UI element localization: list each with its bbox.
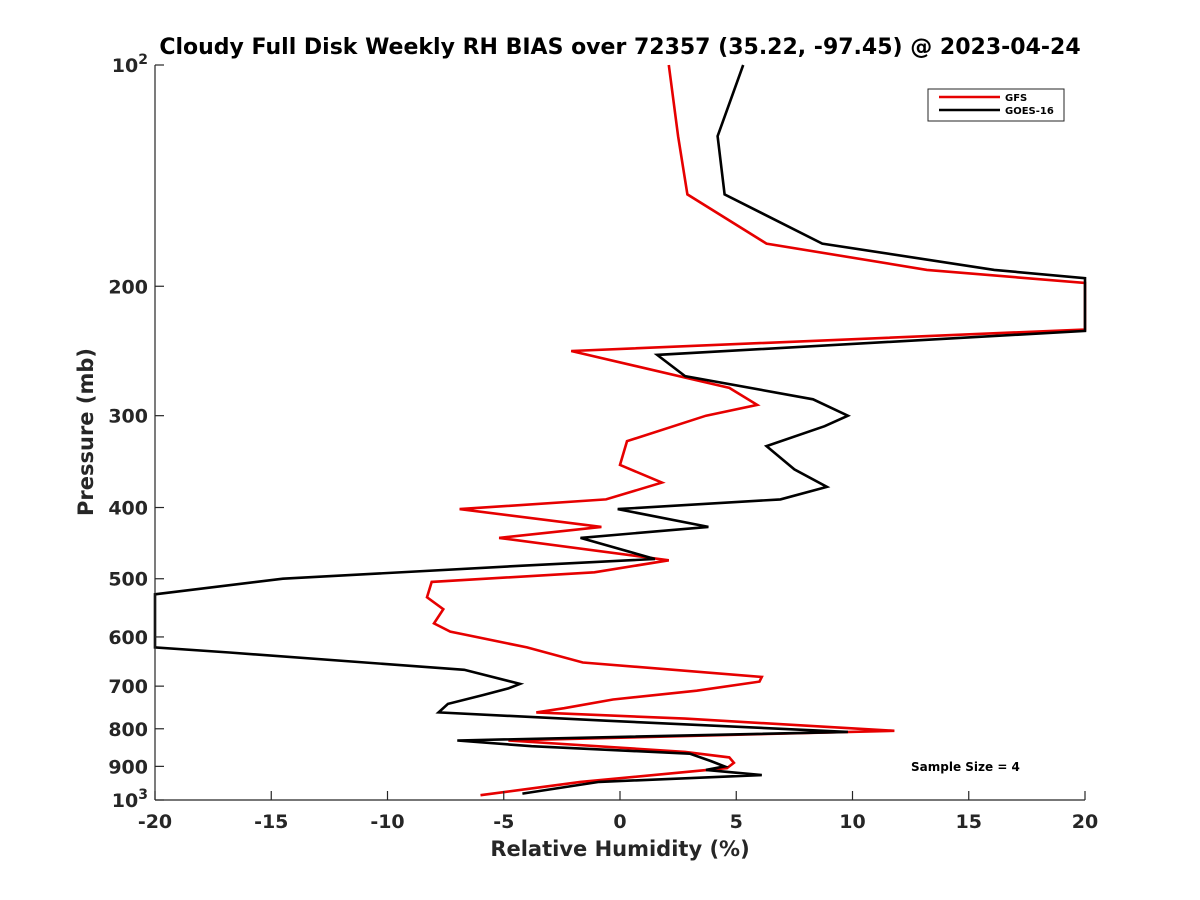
x-tick-label: -20: [138, 811, 172, 833]
y-tick-label: 900: [108, 756, 148, 778]
y-tick-label: 102: [112, 52, 148, 77]
x-tick-label: 10: [839, 811, 865, 833]
y-tick-label: 500: [108, 569, 148, 591]
series-layer: [153, 64, 1087, 797]
y-tick-label: 300: [108, 406, 148, 428]
legend-label-gfs: GFS: [1005, 93, 1027, 104]
y-tick-label: 600: [108, 627, 148, 649]
x-tick-label: -10: [370, 811, 404, 833]
sample-size-annotation: Sample Size = 4: [911, 760, 1020, 774]
chart-title: Cloudy Full Disk Weekly RH BIAS over 723…: [159, 35, 1080, 60]
legend: GFS GOES-16: [927, 88, 1065, 122]
y-axis-ticks: 102 200 300 400 500 600 700 800 900 103: [108, 52, 164, 812]
x-tick-label: 0: [613, 811, 626, 833]
x-axis-label: Relative Humidity (%): [490, 837, 749, 861]
x-tick-label: 20: [1072, 811, 1098, 833]
x-axis-ticks: -20 -15 -10 -5 0 5 10 15 20: [138, 791, 1098, 833]
y-tick-label: 700: [108, 676, 148, 698]
y-tick-label: 800: [108, 719, 148, 741]
legend-box: [927, 88, 1065, 122]
x-tick-label: 15: [956, 811, 982, 833]
y-tick-label: 400: [108, 498, 148, 520]
series-line-goes16: [153, 64, 1087, 795]
legend-label-goes16: GOES-16: [1005, 106, 1054, 117]
y-tick-label: 200: [108, 276, 148, 298]
x-tick-label: -15: [254, 811, 288, 833]
x-tick-label: 5: [730, 811, 743, 833]
x-tick-label: -5: [493, 811, 514, 833]
y-axis-label: Pressure (mb): [74, 348, 98, 516]
y-tick-label: 103: [112, 787, 148, 812]
